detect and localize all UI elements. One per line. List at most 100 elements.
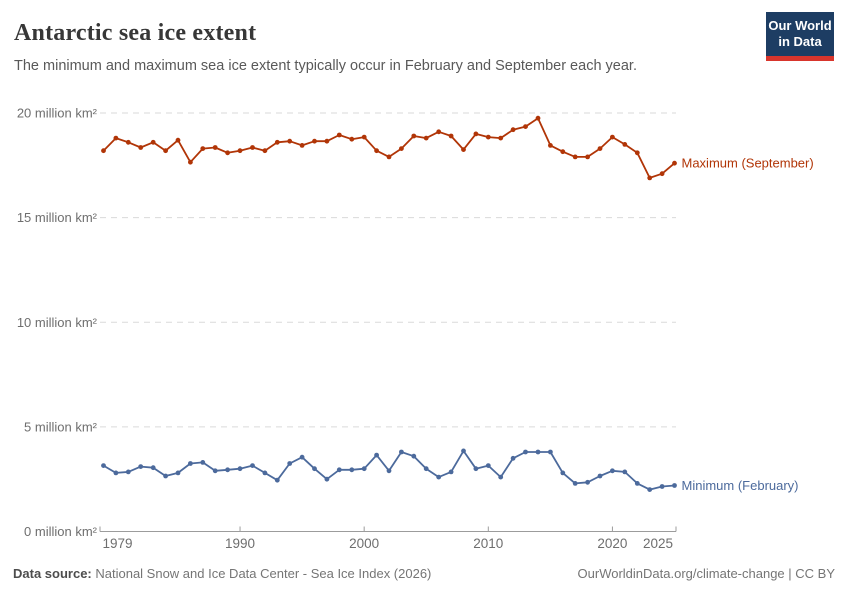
- data-point-minimum-february[interactable]: [287, 461, 293, 466]
- data-point-maximum-september[interactable]: [237, 148, 243, 154]
- data-point-minimum-february[interactable]: [225, 467, 231, 473]
- data-point-maximum-september[interactable]: [610, 134, 615, 140]
- data-point-minimum-february[interactable]: [175, 470, 181, 476]
- data-point-maximum-september[interactable]: [175, 137, 181, 143]
- data-point-minimum-february[interactable]: [461, 448, 466, 454]
- data-point-maximum-september[interactable]: [374, 148, 379, 154]
- data-point-minimum-february[interactable]: [336, 467, 342, 473]
- data-point-maximum-september[interactable]: [150, 139, 156, 145]
- data-point-minimum-february[interactable]: [473, 466, 479, 472]
- owid-link[interactable]: OurWorldinData.org/climate-change | CC B…: [577, 566, 835, 581]
- data-point-minimum-february[interactable]: [237, 466, 243, 472]
- data-point-minimum-february[interactable]: [485, 463, 491, 468]
- data-point-maximum-september[interactable]: [225, 150, 231, 156]
- data-point-maximum-september[interactable]: [659, 171, 665, 177]
- data-point-maximum-september[interactable]: [436, 129, 442, 135]
- data-point-minimum-february[interactable]: [548, 449, 553, 455]
- data-point-minimum-february[interactable]: [647, 487, 653, 492]
- data-point-maximum-september[interactable]: [101, 148, 106, 154]
- data-point-maximum-september[interactable]: [188, 159, 193, 165]
- data-point-minimum-february[interactable]: [125, 469, 131, 475]
- data-point-minimum-february[interactable]: [411, 453, 417, 459]
- data-point-maximum-september[interactable]: [287, 138, 293, 144]
- data-point-maximum-september[interactable]: [535, 115, 541, 121]
- data-point-minimum-february[interactable]: [374, 452, 379, 458]
- data-point-maximum-september[interactable]: [423, 135, 429, 141]
- data-point-minimum-february[interactable]: [312, 466, 317, 472]
- data-point-minimum-february[interactable]: [498, 474, 504, 480]
- data-point-maximum-september[interactable]: [597, 146, 603, 152]
- data-point-minimum-february[interactable]: [585, 479, 590, 485]
- data-point-maximum-september[interactable]: [324, 138, 330, 144]
- data-point-maximum-september[interactable]: [560, 149, 566, 155]
- data-point-maximum-september[interactable]: [386, 154, 392, 160]
- data-point-maximum-september[interactable]: [411, 133, 417, 139]
- data-point-minimum-february[interactable]: [386, 468, 392, 474]
- data-point-maximum-september[interactable]: [336, 132, 342, 138]
- data-point-maximum-september[interactable]: [349, 136, 355, 142]
- data-point-maximum-september[interactable]: [299, 143, 305, 148]
- data-point-minimum-february[interactable]: [250, 463, 255, 468]
- data-point-minimum-february[interactable]: [622, 469, 628, 475]
- data-point-maximum-september[interactable]: [262, 148, 268, 154]
- x-tick-label: 1979: [103, 536, 133, 551]
- data-point-minimum-february[interactable]: [200, 460, 206, 465]
- data-point-minimum-february[interactable]: [510, 455, 516, 461]
- data-point-maximum-september[interactable]: [461, 147, 466, 153]
- y-tick-label: 5 million km²: [24, 419, 98, 434]
- data-point-minimum-february[interactable]: [597, 473, 603, 479]
- data-point-minimum-february[interactable]: [436, 474, 442, 480]
- data-point-maximum-september[interactable]: [634, 150, 640, 156]
- data-point-minimum-february[interactable]: [349, 467, 355, 473]
- data-point-maximum-september[interactable]: [523, 124, 528, 129]
- data-point-maximum-september[interactable]: [448, 133, 454, 139]
- data-point-minimum-february[interactable]: [274, 477, 280, 483]
- data-point-maximum-september[interactable]: [485, 134, 491, 140]
- data-point-maximum-september[interactable]: [672, 160, 677, 166]
- data-point-minimum-february[interactable]: [212, 468, 218, 474]
- data-point-minimum-february[interactable]: [262, 470, 268, 476]
- data-point-minimum-february[interactable]: [423, 466, 429, 472]
- data-point-maximum-september[interactable]: [274, 139, 280, 145]
- data-point-maximum-september[interactable]: [113, 135, 119, 141]
- data-point-maximum-september[interactable]: [361, 134, 367, 140]
- data-point-minimum-february[interactable]: [560, 470, 566, 476]
- data-point-maximum-september[interactable]: [125, 139, 131, 145]
- data-point-minimum-february[interactable]: [163, 473, 169, 479]
- data-point-maximum-september[interactable]: [510, 127, 516, 133]
- data-point-maximum-september[interactable]: [647, 175, 653, 181]
- data-point-minimum-february[interactable]: [672, 483, 677, 488]
- data-point-minimum-february[interactable]: [361, 466, 367, 472]
- data-point-maximum-september[interactable]: [572, 154, 578, 160]
- data-point-maximum-september[interactable]: [585, 154, 590, 160]
- data-point-maximum-september[interactable]: [498, 135, 504, 141]
- data-point-minimum-february[interactable]: [150, 465, 156, 471]
- data-point-minimum-february[interactable]: [399, 449, 404, 455]
- data-point-maximum-september[interactable]: [250, 145, 255, 150]
- data-point-minimum-february[interactable]: [299, 454, 305, 460]
- data-point-minimum-february[interactable]: [634, 481, 640, 486]
- data-point-minimum-february[interactable]: [138, 464, 144, 469]
- owid-logo[interactable]: Our World in Data: [766, 12, 834, 61]
- data-point-maximum-september[interactable]: [200, 146, 206, 152]
- data-point-maximum-september[interactable]: [399, 146, 404, 152]
- data-point-maximum-september[interactable]: [312, 138, 317, 144]
- data-point-maximum-september[interactable]: [212, 145, 218, 150]
- data-point-minimum-february[interactable]: [188, 461, 193, 466]
- data-point-maximum-september[interactable]: [163, 148, 169, 154]
- data-point-minimum-february[interactable]: [572, 481, 578, 486]
- data-point-minimum-february[interactable]: [659, 484, 665, 489]
- data-point-maximum-september[interactable]: [548, 143, 553, 148]
- data-point-maximum-september[interactable]: [473, 131, 479, 137]
- data-point-minimum-february[interactable]: [523, 449, 528, 455]
- data-point-minimum-february[interactable]: [101, 463, 106, 468]
- series-line-maximum-september[interactable]: [102, 117, 676, 179]
- data-point-minimum-february[interactable]: [324, 476, 330, 482]
- data-point-minimum-february[interactable]: [113, 470, 119, 476]
- data-point-minimum-february[interactable]: [448, 469, 454, 475]
- data-point-maximum-september[interactable]: [138, 145, 144, 150]
- data-point-maximum-september[interactable]: [622, 142, 628, 147]
- data-point-minimum-february[interactable]: [535, 449, 541, 455]
- data-point-minimum-february[interactable]: [610, 468, 615, 474]
- y-tick-label: 15 million km²: [17, 210, 98, 225]
